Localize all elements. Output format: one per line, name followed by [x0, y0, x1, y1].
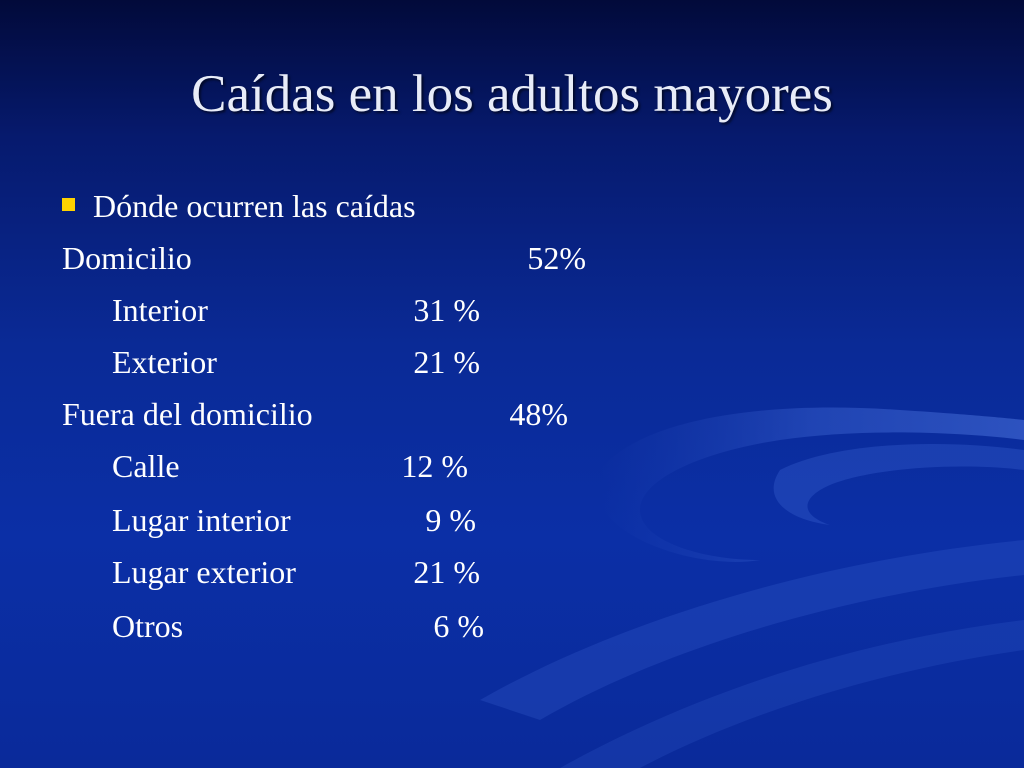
row-label-calle: Calle	[112, 448, 180, 484]
bullet-heading-text: Dónde ocurren las caídas	[93, 188, 416, 224]
square-bullet-icon	[62, 198, 75, 211]
slide-title: Caídas en los adultos mayores	[191, 65, 833, 123]
row-value-exterior: 21 %	[413, 344, 480, 380]
row-label-lugar-interior: Lugar interior	[112, 502, 291, 538]
row-value-calle: 12 %	[401, 448, 468, 484]
bullet-heading: Dónde ocurren las caídas	[62, 184, 416, 228]
row-value-interior: 31 %	[413, 292, 480, 328]
row-label-domicilio: Domicilio	[62, 240, 192, 276]
row-value-otros: 6 %	[433, 608, 484, 644]
row-value-fuera-del-domicilio: 48%	[509, 396, 568, 432]
row-label-interior: Interior	[112, 292, 208, 328]
row-value-lugar-exterior: 21 %	[413, 554, 480, 590]
row-label-exterior: Exterior	[112, 344, 217, 380]
row-label-otros: Otros	[112, 608, 184, 644]
row-label-fuera-del-domicilio: Fuera del domicilio	[62, 396, 313, 432]
row-value-lugar-interior: 9 %	[425, 502, 476, 538]
row-label-lugar-exterior: Lugar exterior	[112, 554, 296, 590]
row-value-domicilio: 52%	[527, 240, 586, 276]
